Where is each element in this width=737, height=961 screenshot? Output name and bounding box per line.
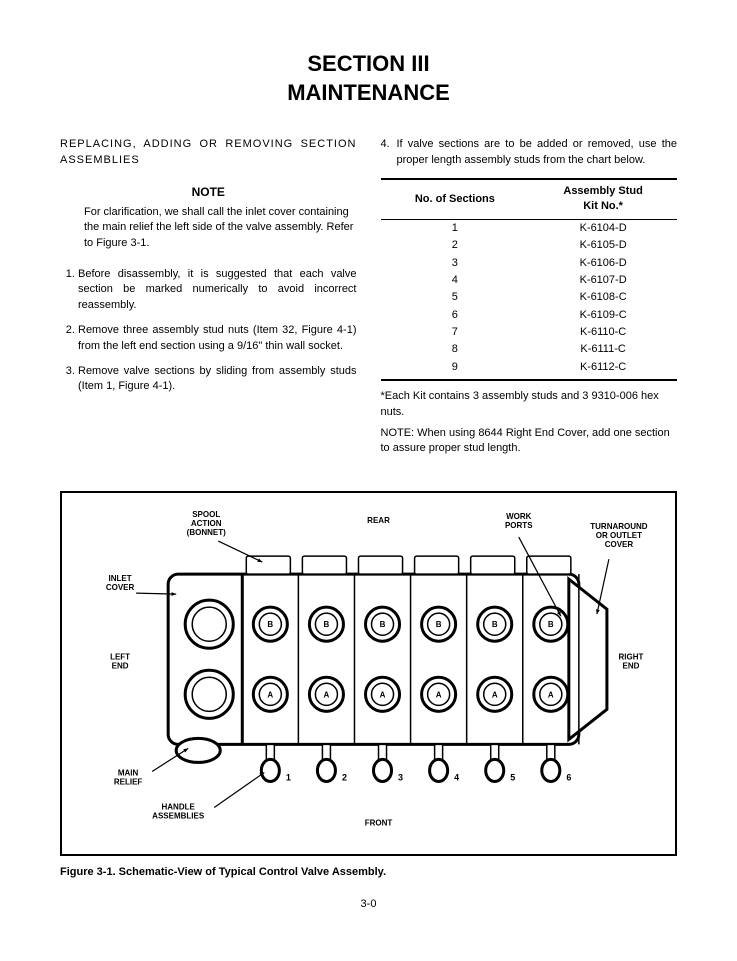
page-title: MAINTENANCE [60,79,677,108]
table-row: 1K-6104-D [381,219,678,237]
svg-text:B: B [380,620,386,629]
left-column: REPLACING, ADDING OR REMOVING SECTION AS… [60,137,357,463]
step-4: 4. If valve sections are to be added or … [381,137,678,168]
svg-text:WORKPORTS: WORKPORTS [505,512,533,530]
svg-text:A: A [548,690,554,699]
svg-text:2: 2 [342,772,347,782]
svg-text:A: A [267,690,273,699]
svg-text:A: A [436,690,442,699]
svg-text:5: 5 [510,772,515,782]
svg-text:MAINRELIEF: MAINRELIEF [114,768,143,786]
svg-text:HANDLEASSEMBLIES: HANDLEASSEMBLIES [152,802,205,820]
valve-schematic: B A 1 B A 2 B A 3 B A 4 B A 5 B A 6 SPOOLACTION(BONNET) REA… [78,509,659,840]
svg-text:A: A [380,690,386,699]
figure-3-1: B A 1 B A 2 B A 3 B A 4 B A 5 B A 6 SPOOLACTION(BONNET) REA… [60,491,677,857]
subsection-heading: REPLACING, ADDING OR REMOVING SECTION AS… [60,137,357,168]
figure-caption: Figure 3-1. Schematic-View of Typical Co… [60,866,677,878]
table-row: 6K-6109-C [381,307,678,324]
col-kit: Assembly Stud Kit No.* [529,179,677,219]
table-row: 9K-6112-C [381,359,678,380]
table-note2: NOTE: When using 8644 Right End Cover, a… [381,426,678,457]
svg-text:B: B [267,620,273,629]
page-number: 3-0 [60,898,677,910]
two-column-layout: REPLACING, ADDING OR REMOVING SECTION AS… [60,137,677,463]
procedure-list: Before disassembly, it is suggested that… [60,267,357,395]
step-3: Remove valve sections by sliding from as… [78,364,357,395]
svg-text:TURNAROUNDOR OUTLETCOVER: TURNAROUNDOR OUTLETCOVER [590,522,648,549]
svg-text:6: 6 [566,772,571,782]
svg-text:INLETCOVER: INLETCOVER [106,574,135,592]
table-row: 2K-6105-D [381,237,678,254]
right-column: 4. If valve sections are to be added or … [381,137,678,463]
svg-text:3: 3 [398,772,403,782]
table-row: 7K-6110-C [381,324,678,341]
svg-text:SPOOLACTION(BONNET): SPOOLACTION(BONNET) [187,510,226,537]
svg-text:B: B [492,620,498,629]
svg-text:LEFTEND: LEFTEND [110,652,130,670]
col-sections: No. of Sections [381,179,530,219]
table-footnote: *Each Kit contains 3 assembly studs and … [381,389,678,420]
note-body: For clarification, we shall call the inl… [84,205,357,251]
table-body: 1K-6104-D 2K-6105-D 3K-6106-D 4K-6107-D … [381,219,678,380]
table-row: 5K-6108-C [381,289,678,306]
svg-text:RIGHTEND: RIGHTEND [619,652,644,670]
page: SECTION III MAINTENANCE REPLACING, ADDIN… [0,0,737,961]
note-label: NOTE [60,184,357,201]
step-4-text: If valve sections are to be added or rem… [397,137,678,168]
svg-text:REAR: REAR [367,516,390,525]
svg-text:A: A [492,690,498,699]
stud-kit-table: No. of Sections Assembly Stud Kit No.* 1… [381,178,678,381]
table-row: 4K-6107-D [381,272,678,289]
step-number: 4. [381,137,397,168]
svg-text:4: 4 [454,772,459,782]
table-header-row: No. of Sections Assembly Stud Kit No.* [381,179,678,219]
svg-text:1: 1 [286,772,291,782]
svg-text:B: B [436,620,442,629]
svg-text:B: B [548,620,554,629]
svg-text:A: A [324,690,330,699]
svg-text:B: B [324,620,330,629]
table-row: 8K-6111-C [381,341,678,358]
step-2: Remove three assembly stud nuts (Item 32… [78,323,357,354]
section-label: SECTION III [60,50,677,79]
step-1: Before disassembly, it is suggested that… [78,267,357,313]
table-row: 3K-6106-D [381,255,678,272]
svg-text:FRONT: FRONT [365,818,393,827]
